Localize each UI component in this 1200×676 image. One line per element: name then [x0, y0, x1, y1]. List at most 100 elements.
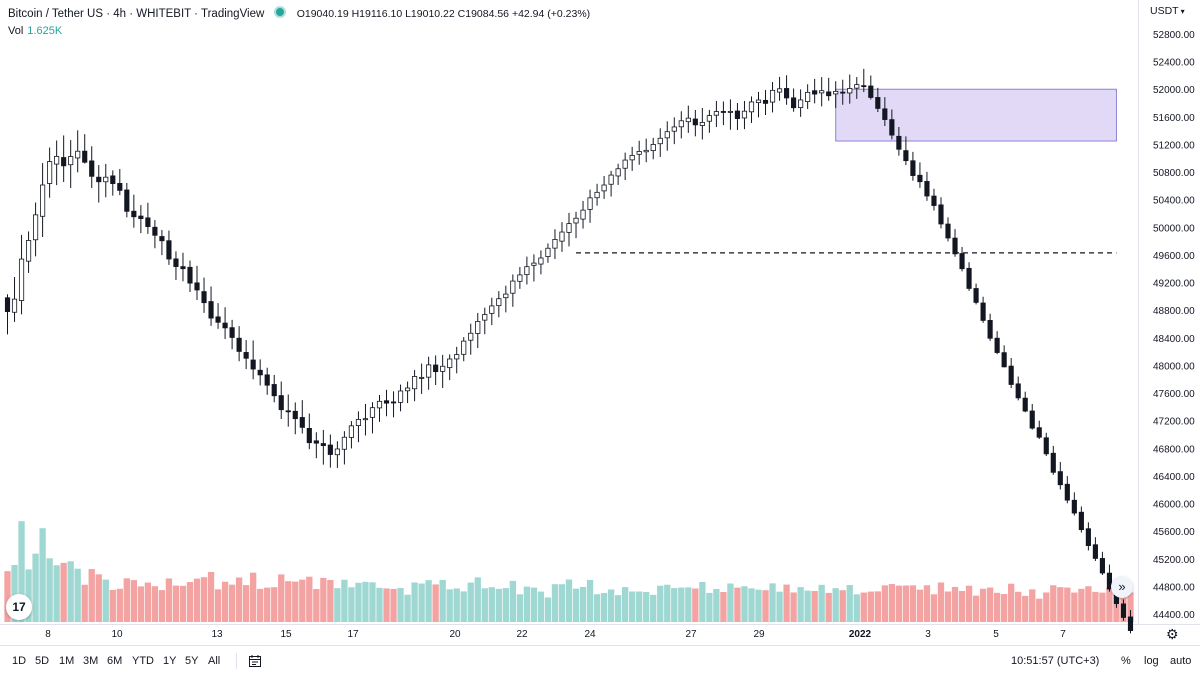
auto-scale-toggle[interactable]: auto	[1170, 655, 1192, 667]
candle-down	[734, 110, 741, 119]
candle-down	[1099, 558, 1105, 574]
volume-bar	[1036, 598, 1043, 622]
y-tick-label: 46800.00	[1153, 444, 1195, 455]
candle-down	[1092, 544, 1098, 559]
candle-up	[798, 99, 804, 109]
y-tick-label: 48800.00	[1153, 306, 1195, 317]
symbol-title[interactable]: Bitcoin / Tether US · 4h · WHITEBIT · Tr…	[8, 8, 265, 20]
candle-down	[1050, 452, 1056, 473]
timeframe-all[interactable]: All	[208, 655, 221, 667]
volume-bar	[558, 584, 566, 622]
candle-up	[573, 217, 579, 224]
volume-bar	[692, 588, 699, 622]
candle-up	[559, 231, 565, 242]
candle-down	[285, 410, 291, 413]
scroll-to-realtime-button[interactable]: »	[1111, 576, 1133, 598]
volume-bar	[46, 558, 53, 622]
volume-bar	[193, 578, 201, 622]
candle-down	[320, 443, 326, 446]
y-tick-label: 45200.00	[1153, 555, 1195, 566]
candle-down	[826, 91, 832, 97]
volume-bar	[671, 588, 678, 622]
gear-icon[interactable]: ⚙	[1166, 626, 1179, 642]
y-tick-label: 50000.00	[1153, 223, 1195, 234]
volume-bar	[95, 574, 102, 622]
volume-bar	[109, 589, 116, 622]
timeframe-5y[interactable]: 5Y	[185, 655, 199, 667]
volume-bar	[509, 580, 517, 622]
timeframe-1d[interactable]: 1D	[12, 655, 27, 667]
volume-bar	[762, 590, 769, 622]
volume-bar	[313, 589, 320, 622]
y-tick-label: 51600.00	[1153, 113, 1195, 124]
candle-down	[257, 369, 263, 376]
volume-bar	[214, 589, 222, 622]
volume-bar	[748, 588, 755, 622]
candle-up	[552, 239, 558, 249]
volume-bar	[874, 591, 881, 622]
volume-bar	[1099, 592, 1106, 622]
x-tick-label: 7	[1060, 629, 1066, 640]
candle-up	[819, 90, 825, 94]
candle-up	[362, 418, 369, 421]
candle-down	[82, 150, 88, 163]
candle-up	[594, 191, 600, 199]
candle-up	[397, 390, 404, 403]
candle-up	[348, 425, 354, 438]
timeframe-ytd[interactable]: YTD	[132, 655, 154, 667]
timeframe-3m[interactable]: 3M	[83, 655, 99, 667]
timeframe-6m[interactable]: 6M	[107, 655, 123, 667]
candle-down	[131, 210, 137, 218]
volume-bar	[629, 591, 636, 622]
currency-selector[interactable]: USDT ▾	[1150, 5, 1185, 17]
volume-bar	[600, 592, 608, 622]
candle-down	[117, 183, 123, 191]
timeframe-5d[interactable]: 5D	[35, 655, 50, 667]
price-chart[interactable]: 52800.00 52400.00 52000.00 51600.00 51200.00…	[0, 0, 1200, 645]
candle-up	[805, 91, 811, 102]
volume-bar	[207, 571, 215, 622]
candle-up	[510, 280, 516, 294]
timeframe-1y[interactable]: 1Y	[163, 655, 177, 667]
clock-readout[interactable]: 10:51:57 (UTC+3)	[1011, 655, 1100, 667]
x-tick-label: 22	[516, 629, 528, 640]
candle-up	[685, 117, 691, 123]
candle-up	[650, 144, 656, 152]
volume-bar	[1029, 589, 1036, 622]
volume-bar	[418, 583, 425, 622]
candle-up	[748, 101, 755, 113]
volume-bar	[439, 579, 446, 622]
percent-scale-toggle[interactable]: %	[1121, 655, 1131, 667]
volume-bar	[825, 592, 832, 622]
candle-up	[482, 314, 488, 321]
volume-bar	[930, 594, 938, 622]
volume-bar	[88, 569, 95, 622]
volume-bar	[867, 591, 874, 622]
candle-up	[769, 89, 776, 103]
toolbar-divider	[236, 653, 237, 669]
tradingview-logo-icon[interactable]: 17	[6, 594, 32, 620]
candle-up	[538, 257, 544, 265]
volume-bar	[221, 581, 229, 622]
candle-down	[1043, 437, 1049, 455]
candle-down	[1064, 483, 1070, 501]
volume-bar	[432, 584, 439, 622]
candle-down	[229, 327, 235, 338]
calendar-icon[interactable]	[248, 654, 262, 668]
timeframe-1m[interactable]: 1M	[59, 655, 75, 667]
volume-bar	[923, 585, 931, 622]
candle-down	[173, 258, 179, 267]
candle-down	[1071, 499, 1077, 514]
chevron-down-icon: ▾	[1180, 7, 1185, 16]
volume-legend: Vol 1.625K	[8, 25, 62, 37]
log-scale-toggle[interactable]: log	[1144, 655, 1159, 667]
candle-up	[833, 90, 839, 95]
y-tick-label: 48000.00	[1153, 361, 1195, 372]
volume-bar	[888, 584, 896, 622]
volume-bar	[972, 595, 980, 622]
candle-down	[236, 337, 242, 352]
bottom-toolbar: 1D 5D 1M 3M 6M YTD 1Y 5Y All 10:51:57 (U…	[0, 645, 1200, 676]
volume-bar	[607, 589, 615, 622]
volume-label[interactable]: Vol	[8, 25, 24, 37]
